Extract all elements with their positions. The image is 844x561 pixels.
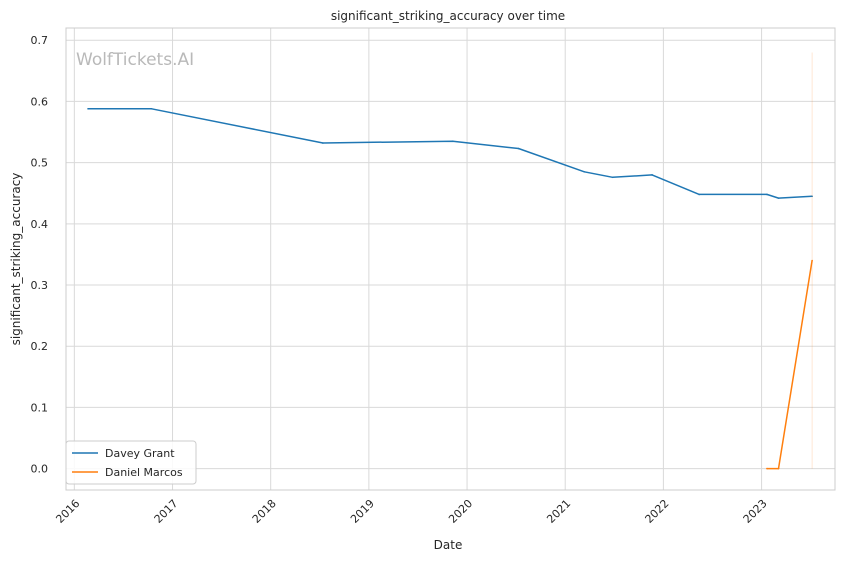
- data-point-davey-grant-6: [611, 176, 614, 179]
- series-layer: [87, 52, 813, 470]
- y-tick-label-0.0: 0.0: [31, 463, 49, 476]
- legend-box: [65, 440, 197, 485]
- data-point-davey-grant-1: [150, 107, 153, 110]
- chart-title: significant_striking_accuracy over time: [331, 9, 565, 23]
- legend: Davey Grant Daniel Marcos: [65, 440, 197, 485]
- y-tick-label-0.1: 0.1: [31, 401, 49, 414]
- data-point-davey-grant-0: [87, 107, 89, 110]
- y-axis-title: significant_striking_accuracy: [9, 173, 23, 346]
- y-tick-label-0.2: 0.2: [31, 340, 49, 353]
- series-line-davey-grant: [88, 108, 813, 199]
- data-point-davey-grant-2: [322, 142, 324, 144]
- plot-frame: [65, 27, 836, 491]
- legend-label-davey-grant: Davey Grant: [105, 447, 175, 460]
- data-point-daniel-marcos-1: [777, 467, 780, 470]
- data-point-daniel-marcos-0: [766, 467, 768, 470]
- data-point-davey-grant-5: [583, 171, 586, 173]
- y-tick-label-0.5: 0.5: [31, 157, 49, 170]
- y-tick-label-0.4: 0.4: [31, 218, 49, 231]
- y-tick-label-0.6: 0.6: [31, 95, 49, 108]
- legend-label-daniel-marcos: Daniel Marcos: [105, 466, 183, 479]
- watermark: WolfTickets.AI: [76, 50, 194, 70]
- data-point-davey-grant-7: [651, 174, 653, 176]
- data-point-davey-grant-10: [777, 197, 780, 199]
- data-point-davey-grant-3: [451, 140, 454, 143]
- data-point-davey-grant-11: [811, 195, 813, 198]
- data-point-davey-grant-8: [698, 193, 700, 196]
- x-axis-title: Date: [434, 538, 463, 552]
- y-tick-label-0.7: 0.7: [31, 34, 49, 47]
- y-tick-label-0.3: 0.3: [31, 279, 49, 292]
- data-point-daniel-marcos-2: [811, 259, 813, 262]
- data-point-davey-grant-4: [517, 147, 520, 150]
- data-point-davey-grant-9: [766, 193, 768, 196]
